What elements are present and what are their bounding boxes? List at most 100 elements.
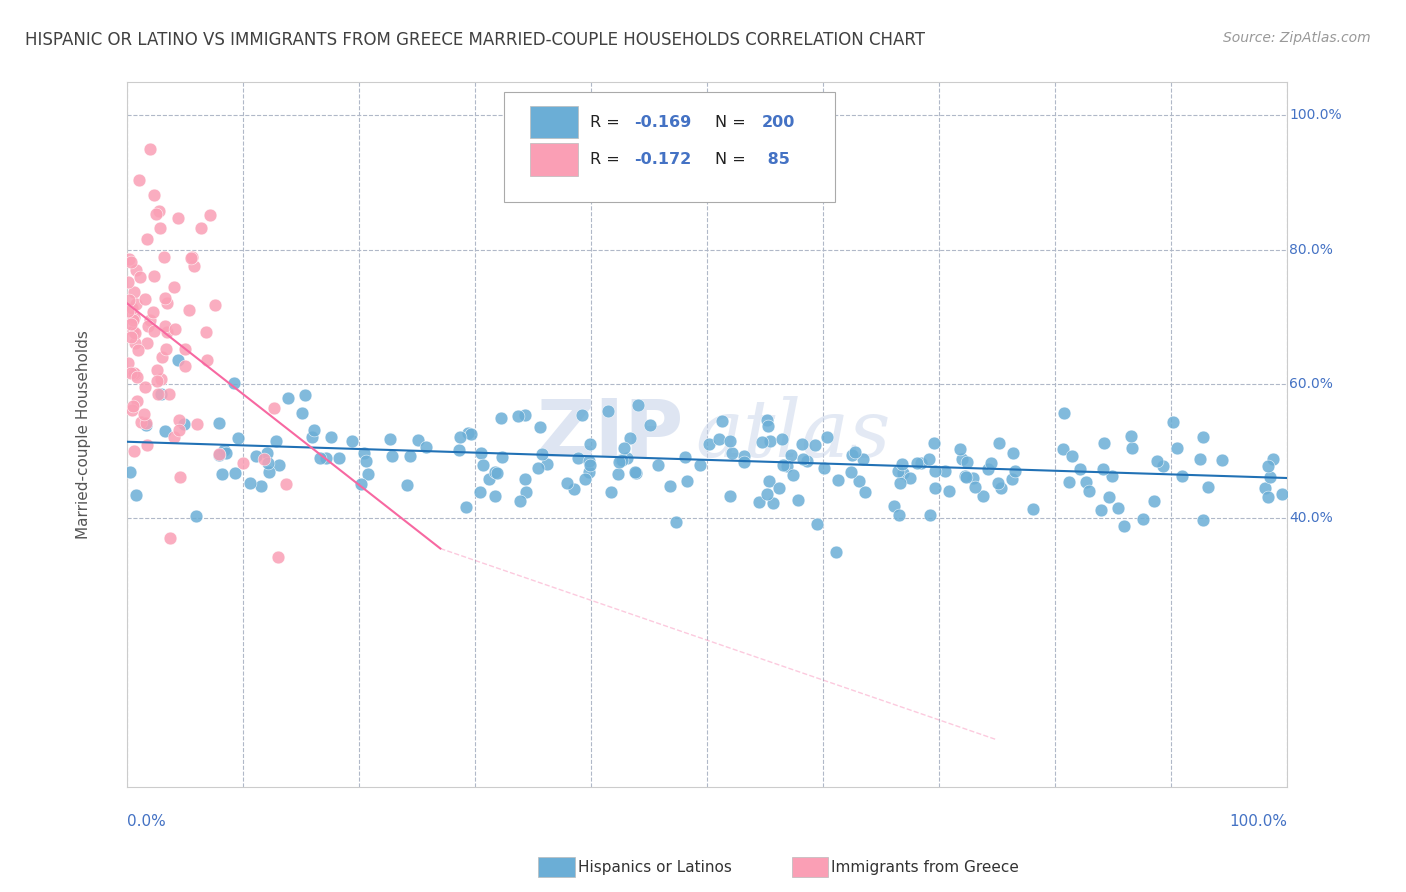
Point bbox=[949, 442, 972, 456]
Point bbox=[571, 408, 593, 422]
Point bbox=[599, 484, 621, 499]
Point bbox=[536, 458, 558, 472]
Point bbox=[610, 452, 633, 467]
Point bbox=[898, 471, 921, 485]
Point bbox=[415, 440, 437, 454]
Point bbox=[953, 468, 976, 483]
Point bbox=[124, 285, 146, 299]
Point bbox=[222, 376, 245, 390]
Point bbox=[120, 465, 142, 479]
Point bbox=[468, 484, 491, 499]
Point bbox=[574, 472, 596, 486]
Point bbox=[918, 508, 941, 522]
Point bbox=[787, 493, 810, 508]
Point bbox=[676, 474, 699, 488]
Point bbox=[153, 319, 176, 334]
Point bbox=[118, 293, 141, 307]
Point bbox=[1107, 501, 1129, 516]
Point bbox=[342, 434, 364, 448]
Point bbox=[122, 366, 145, 380]
Point bbox=[380, 432, 402, 446]
Point bbox=[839, 465, 862, 479]
Point bbox=[1171, 468, 1194, 483]
Point bbox=[134, 292, 156, 306]
Text: 100.0%: 100.0% bbox=[1229, 814, 1286, 829]
Point bbox=[965, 480, 987, 494]
Point bbox=[152, 250, 174, 264]
Point bbox=[263, 401, 285, 416]
Point bbox=[610, 453, 633, 467]
Point bbox=[484, 465, 506, 479]
Point bbox=[294, 388, 316, 402]
Point bbox=[122, 326, 145, 340]
Point bbox=[759, 434, 782, 448]
Point bbox=[169, 412, 191, 426]
Point bbox=[186, 508, 208, 523]
Point bbox=[1146, 454, 1168, 468]
Point bbox=[772, 458, 794, 472]
Point bbox=[527, 460, 550, 475]
Point bbox=[841, 448, 863, 462]
Point bbox=[157, 387, 180, 401]
Text: 80.0%: 80.0% bbox=[1289, 243, 1333, 257]
Point bbox=[180, 251, 202, 265]
Point bbox=[1001, 446, 1024, 460]
Point bbox=[208, 448, 231, 462]
Point bbox=[555, 476, 578, 491]
Point bbox=[1121, 441, 1143, 455]
Point bbox=[827, 473, 849, 487]
Point bbox=[163, 280, 186, 294]
Point bbox=[122, 324, 145, 338]
Point bbox=[183, 259, 205, 273]
Point bbox=[697, 436, 720, 450]
Point bbox=[506, 409, 529, 424]
Point bbox=[167, 423, 190, 437]
Point bbox=[1253, 481, 1275, 495]
Point bbox=[353, 446, 375, 460]
Text: 60.0%: 60.0% bbox=[1289, 377, 1333, 391]
Point bbox=[470, 446, 492, 460]
Point bbox=[142, 269, 165, 284]
Point bbox=[792, 451, 814, 466]
Point bbox=[148, 203, 170, 218]
Point bbox=[257, 456, 280, 470]
Point bbox=[1052, 442, 1074, 457]
Point bbox=[125, 393, 148, 408]
Point bbox=[145, 207, 167, 221]
Text: Source: ZipAtlas.com: Source: ZipAtlas.com bbox=[1223, 31, 1371, 45]
Point bbox=[530, 447, 553, 461]
Point bbox=[121, 403, 143, 417]
Point bbox=[226, 431, 249, 445]
Point bbox=[1069, 462, 1091, 476]
Point bbox=[166, 352, 188, 367]
Point bbox=[987, 435, 1010, 450]
Point bbox=[1074, 475, 1097, 489]
Point bbox=[354, 454, 377, 468]
Point bbox=[1161, 415, 1184, 429]
Point bbox=[165, 322, 187, 336]
Point bbox=[1101, 469, 1123, 483]
Point bbox=[381, 449, 404, 463]
Point bbox=[155, 343, 177, 357]
Point bbox=[132, 408, 155, 422]
Point bbox=[166, 211, 188, 225]
Point bbox=[598, 404, 620, 418]
Point bbox=[276, 476, 298, 491]
Text: 200: 200 bbox=[762, 114, 794, 129]
FancyBboxPatch shape bbox=[505, 93, 835, 202]
Point bbox=[169, 470, 191, 484]
Point bbox=[962, 471, 984, 485]
Text: atlas: atlas bbox=[696, 396, 891, 473]
Text: Married-couple Households: Married-couple Households bbox=[76, 330, 90, 539]
Point bbox=[1192, 513, 1215, 527]
Point bbox=[250, 479, 273, 493]
Point bbox=[1000, 472, 1022, 486]
Point bbox=[127, 343, 149, 358]
Point bbox=[619, 431, 641, 445]
Point bbox=[449, 430, 471, 444]
FancyBboxPatch shape bbox=[530, 144, 578, 176]
Point bbox=[813, 460, 835, 475]
Text: HISPANIC OR LATINO VS IMMIGRANTS FROM GREECE MARRIED-COUPLE HOUSEHOLDS CORRELATI: HISPANIC OR LATINO VS IMMIGRANTS FROM GR… bbox=[25, 31, 925, 49]
Point bbox=[159, 531, 181, 545]
Text: 100.0%: 100.0% bbox=[1289, 109, 1341, 122]
